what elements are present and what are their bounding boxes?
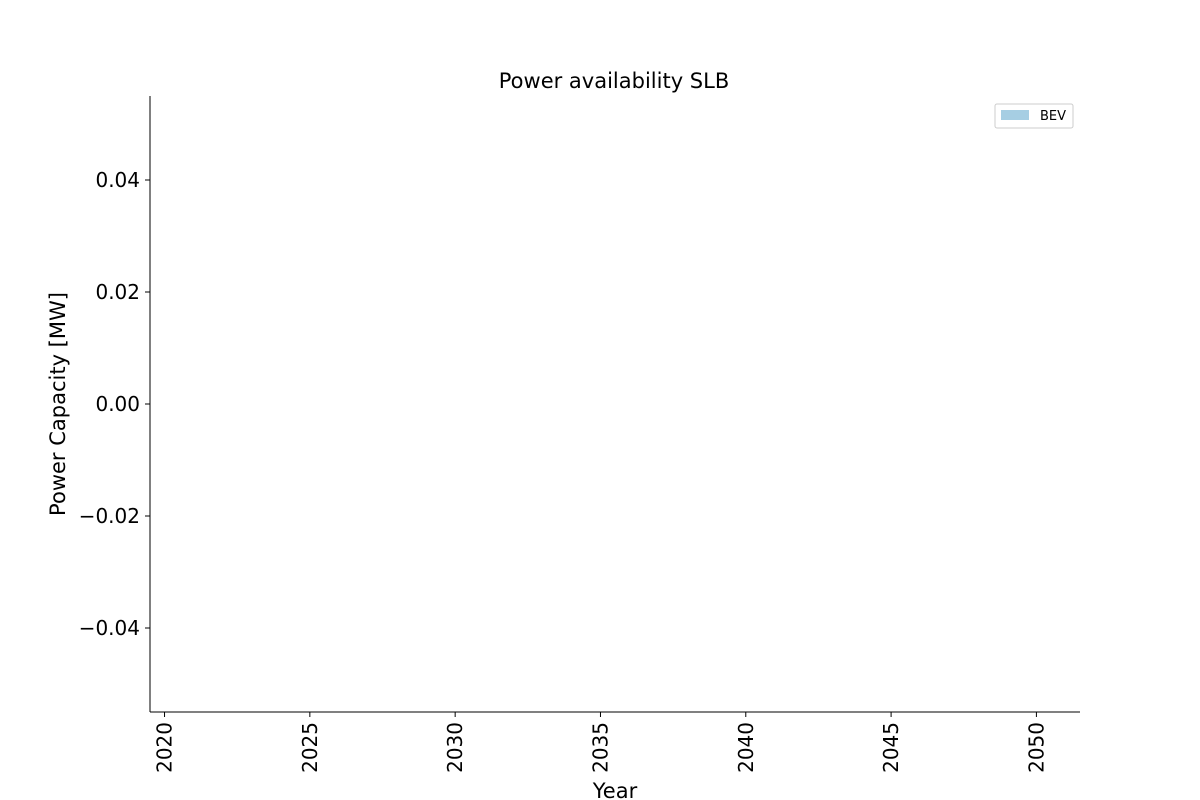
- x-tick-label: 2040: [734, 722, 758, 773]
- x-tick-label: 2030: [443, 722, 467, 773]
- x-ticks: 2020 2025 2030 2035 2040 2045 2050: [153, 712, 1048, 773]
- y-tick-label: 0.02: [95, 280, 140, 304]
- legend: BEV: [994, 103, 1074, 129]
- y-tick-label: −0.04: [79, 616, 140, 640]
- y-tick-label: 0.00: [95, 392, 140, 416]
- y-axis-label: Power Capacity [MW]: [46, 292, 70, 516]
- legend-label-bev: BEV: [1040, 109, 1066, 124]
- x-tick-label: 2035: [588, 722, 612, 773]
- y-tick-label: 0.04: [95, 168, 140, 192]
- x-tick-label: 2045: [879, 722, 903, 773]
- x-tick-label: 2025: [298, 722, 322, 773]
- y-ticks: −0.04 −0.02 0.00 0.02 0.04: [79, 168, 150, 640]
- x-tick-label: 2020: [153, 722, 177, 773]
- y-tick-label: −0.02: [79, 504, 140, 528]
- legend-swatch-bev: [1001, 110, 1029, 120]
- x-axis-label: Year: [592, 779, 638, 800]
- chart-title: Power availability SLB: [499, 69, 729, 93]
- x-tick-label: 2050: [1024, 722, 1048, 773]
